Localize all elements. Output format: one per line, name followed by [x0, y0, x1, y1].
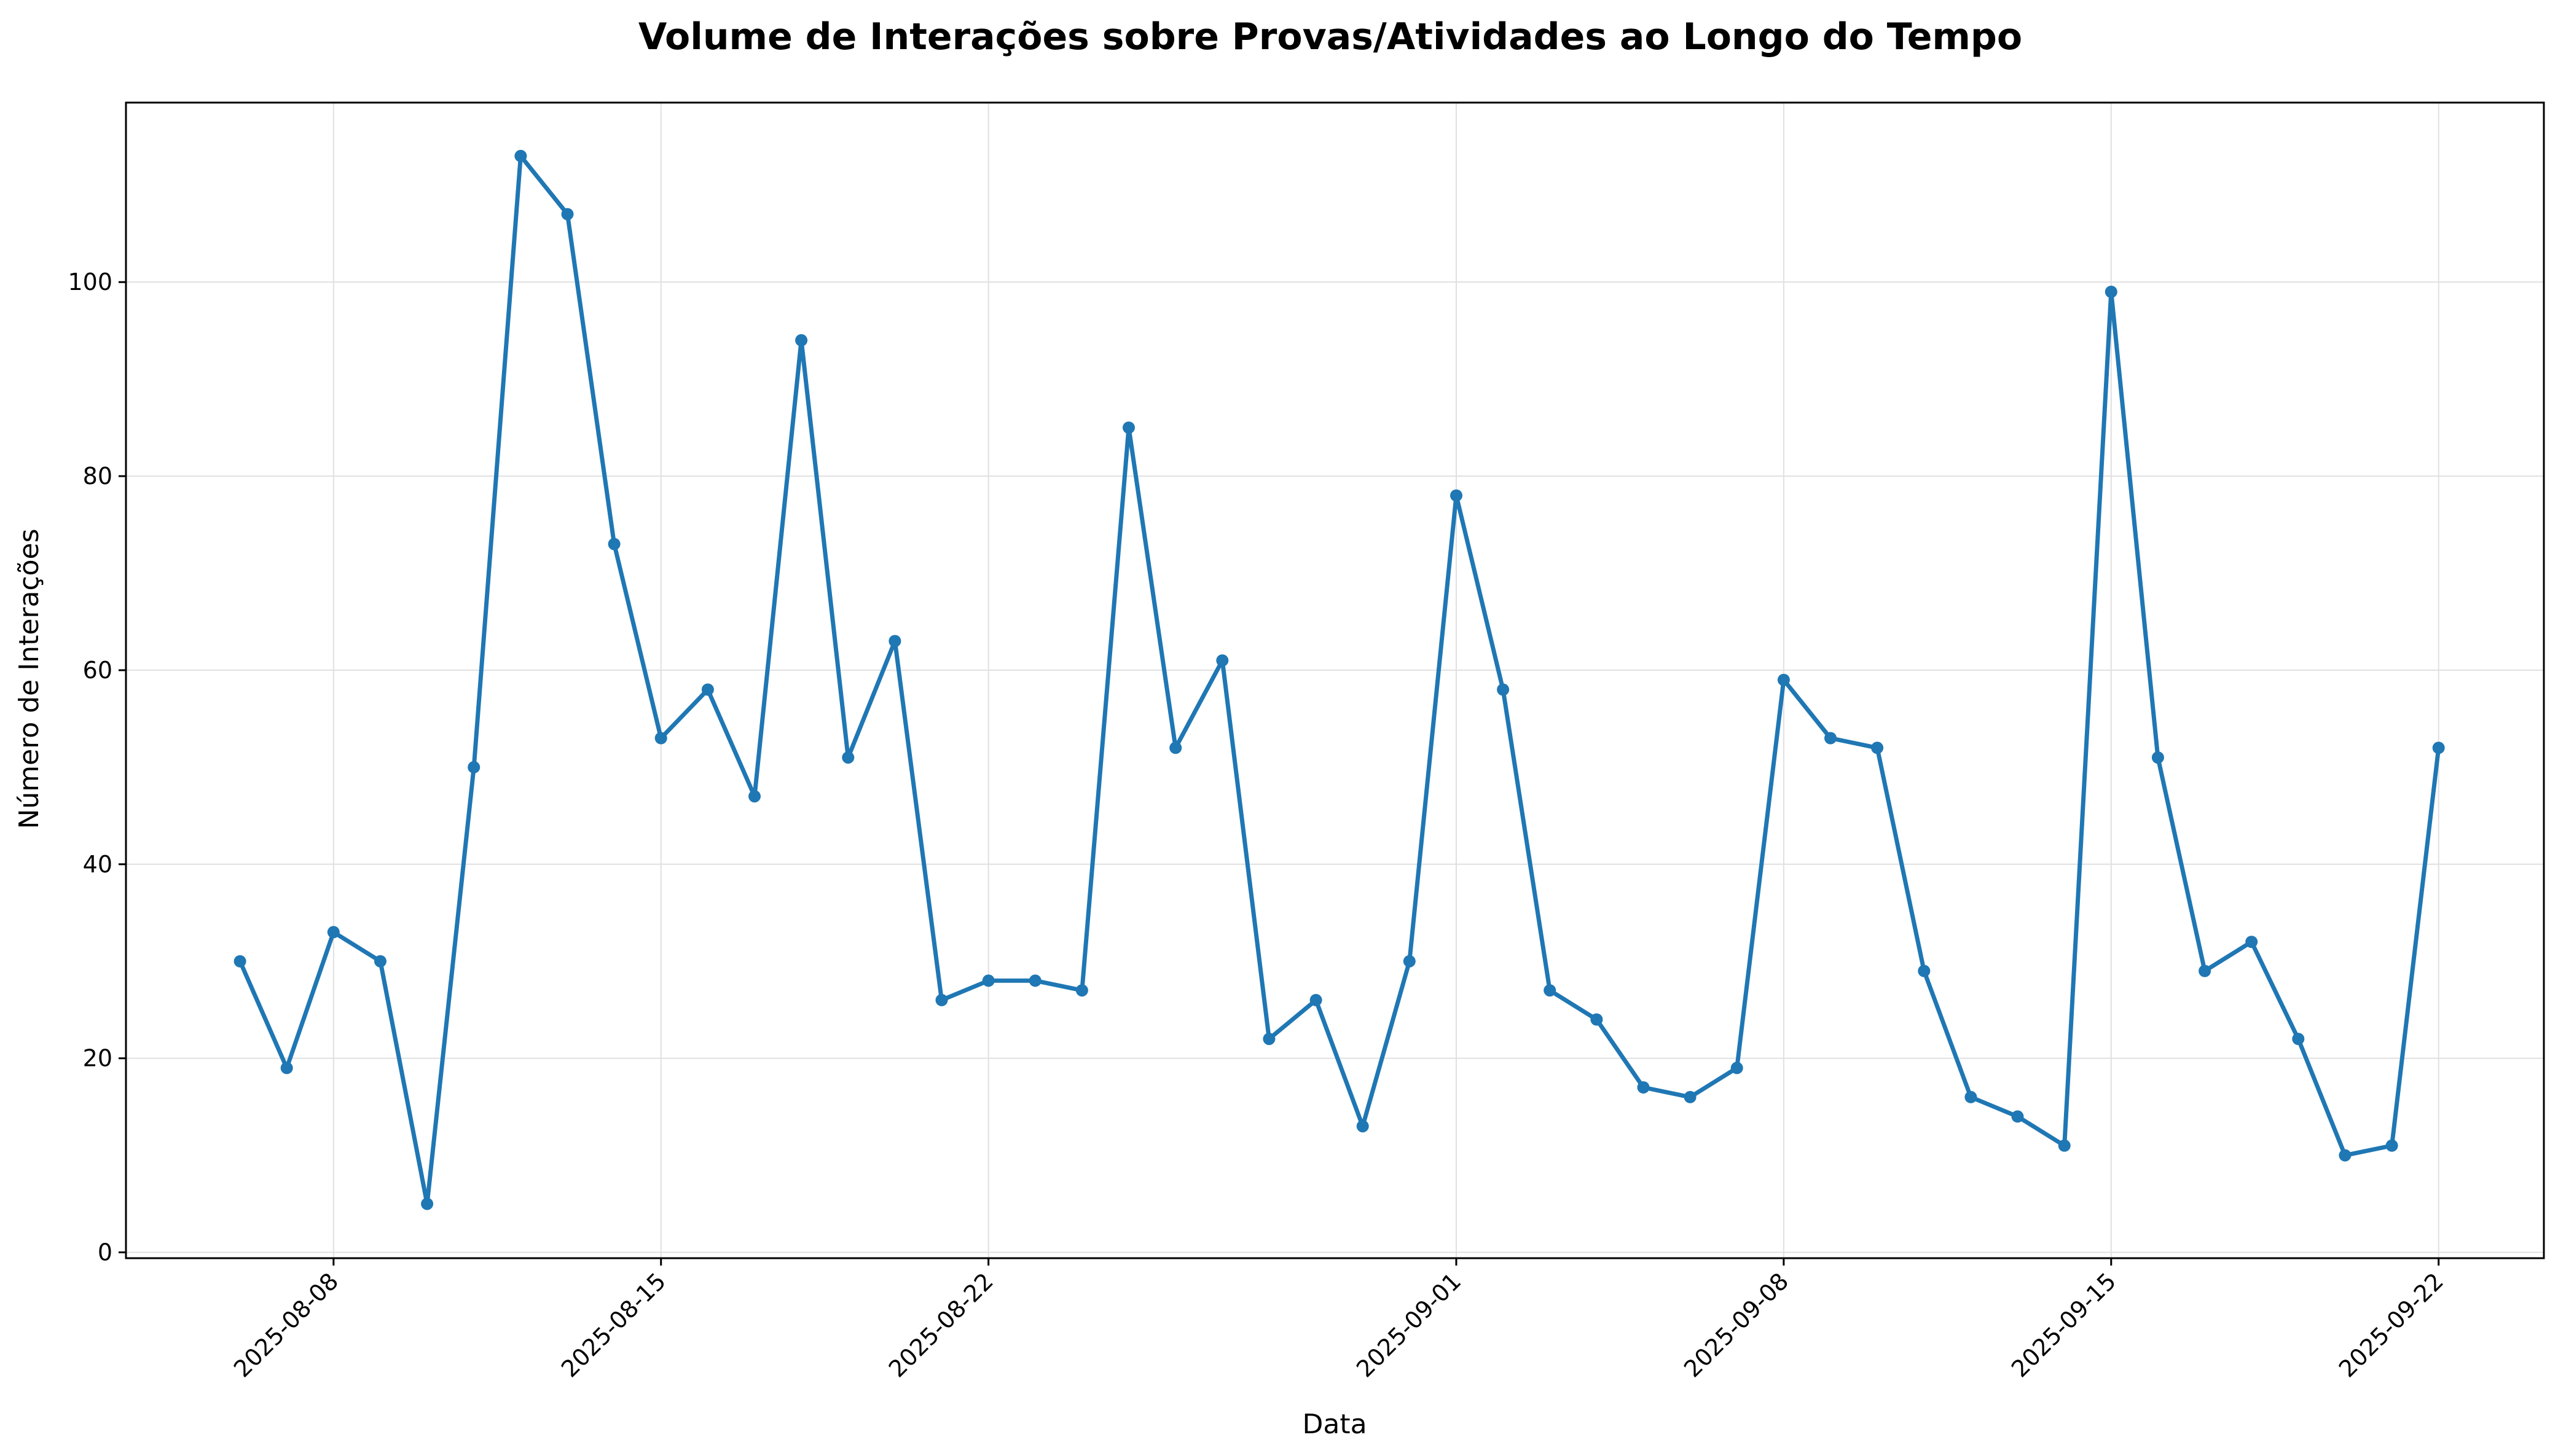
data-point [514, 149, 527, 162]
data-point [1403, 955, 1416, 968]
data-point [1029, 974, 1042, 987]
data-point [1637, 1081, 1650, 1094]
data-point [1918, 965, 1931, 977]
data-point [1497, 683, 1510, 696]
data-point [280, 1062, 293, 1074]
x-axis-label: Data [1302, 1409, 1367, 1440]
data-point [421, 1197, 434, 1210]
data-point [654, 732, 667, 745]
data-point [561, 208, 574, 221]
data-point [2292, 1033, 2305, 1046]
data-point [2058, 1139, 2071, 1152]
data-point [1075, 984, 1088, 997]
data-point [795, 334, 808, 346]
y-tick-label: 80 [83, 463, 112, 490]
data-point [1590, 1013, 1603, 1026]
data-point [701, 683, 714, 696]
data-point [233, 955, 246, 968]
y-axis-ticks: 0 20 40 60 80 100 [68, 268, 126, 1266]
data-point [1309, 993, 1322, 1006]
data-point [2432, 742, 2445, 754]
data-point [1263, 1033, 1276, 1046]
data-point [982, 974, 995, 987]
data-point [2385, 1139, 2398, 1152]
data-point [1824, 732, 1837, 745]
plot-frame [125, 101, 2545, 1259]
y-tick-label: 100 [68, 268, 112, 296]
data-point [1356, 1120, 1369, 1133]
data-point [468, 761, 481, 773]
series-lines [238, 154, 2441, 1207]
data-point [327, 926, 340, 939]
chart-title: Volume de Interações sobre Provas/Ativid… [638, 15, 2022, 58]
data-point [842, 751, 855, 764]
y-tick-label: 60 [83, 657, 112, 684]
data-point [608, 538, 621, 550]
data-point [1684, 1090, 1697, 1103]
data-point [2199, 965, 2211, 977]
data-point [1169, 742, 1182, 754]
data-point [1450, 489, 1462, 502]
data-point [1123, 421, 1135, 434]
data-point [935, 993, 948, 1006]
data-point [889, 635, 901, 648]
data-point [2011, 1110, 2024, 1123]
data-point [1871, 742, 1884, 754]
data-point [1216, 654, 1229, 667]
data-point [2105, 286, 2117, 298]
data-point [1777, 673, 1790, 686]
y-tick-label: 20 [83, 1045, 112, 1072]
data-point [374, 955, 386, 968]
data-point [1730, 1062, 1743, 1074]
data-point [2245, 936, 2258, 949]
y-tick-label: 40 [83, 851, 112, 878]
data-point [2151, 751, 2164, 764]
series-line [238, 154, 2441, 1207]
data-point [748, 790, 761, 803]
data-point [2339, 1149, 2352, 1162]
y-axis-label: Número de Interações [14, 528, 45, 829]
y-tick-label: 0 [98, 1239, 112, 1266]
data-point [1964, 1090, 1977, 1103]
data-point [1544, 984, 1556, 997]
data-points [233, 149, 2445, 1210]
